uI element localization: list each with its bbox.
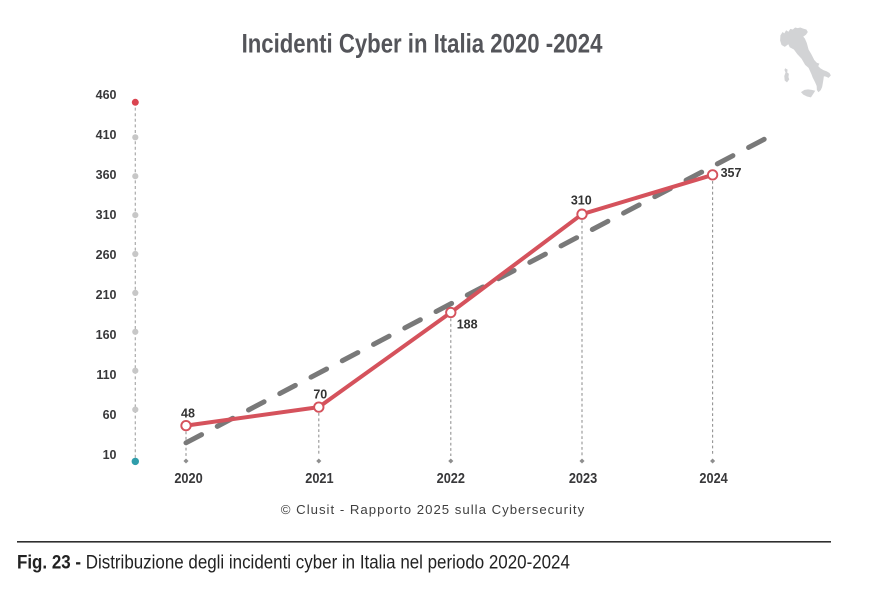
svg-text:2024: 2024: [699, 469, 728, 486]
svg-text:© Clusit - Rapporto 2025 sulla: © Clusit - Rapporto 2025 sulla Cybersecu…: [281, 502, 585, 517]
svg-text:410: 410: [96, 128, 117, 142]
svg-text:160: 160: [96, 328, 117, 342]
svg-text:460: 460: [96, 88, 117, 102]
svg-text:70: 70: [313, 388, 327, 402]
svg-text:310: 310: [571, 194, 592, 208]
svg-text:Incidenti Cyber in Italia 2020: Incidenti Cyber in Italia 2020 -2024: [242, 29, 603, 59]
svg-text:210: 210: [96, 288, 117, 302]
svg-text:357: 357: [721, 166, 742, 180]
svg-text:2022: 2022: [437, 469, 466, 486]
svg-text:2021: 2021: [305, 469, 334, 486]
svg-text:260: 260: [96, 248, 117, 262]
svg-text:2023: 2023: [569, 469, 598, 486]
svg-text:48: 48: [181, 407, 195, 421]
svg-text:Fig. 23 - Distribuzione degli: Fig. 23 - Distribuzione degli incidenti …: [17, 552, 570, 573]
svg-text:10: 10: [103, 448, 117, 462]
svg-text:2020: 2020: [174, 469, 203, 486]
svg-text:60: 60: [103, 408, 117, 422]
svg-text:110: 110: [96, 368, 116, 382]
svg-text:310: 310: [96, 208, 117, 222]
svg-text:188: 188: [457, 318, 478, 332]
svg-text:360: 360: [96, 168, 117, 182]
